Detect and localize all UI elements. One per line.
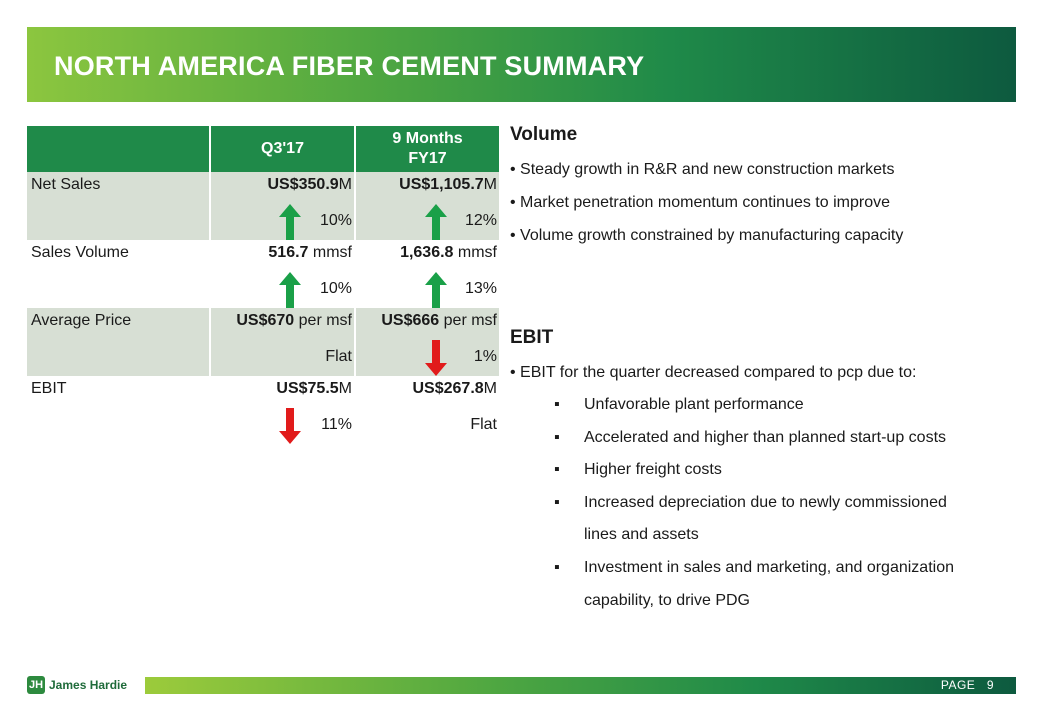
table-row: Sales Volume 516.7 mmsf 10% 1,636.8 mmsf… [27,240,499,308]
9m-cell: US$267.8M Flat [355,376,499,444]
9m-cell: US$666 per msf 1% [355,308,499,376]
ebit-heading: EBIT [510,327,554,348]
9m-change: 12% [464,212,497,229]
square-bullet-icon: ▪ [554,494,560,511]
q3-value: US$75.5M [276,380,352,397]
ebit-sub-item: Unfavorable plant performance [584,396,804,413]
9m-cell: 1,636.8 mmsf 13% [355,240,499,308]
ebit-sub-item: capability, to drive PDG [584,592,750,609]
table-header-row: Q3'17 9 Months FY17 [27,126,499,172]
header-9months: 9 Months FY17 [355,126,499,172]
footer-bar: PAGE 9 [145,677,1016,694]
row-label: Average Price [27,308,211,376]
down-arrow-icon [279,408,301,444]
row-label: Sales Volume [27,240,211,308]
page-label: PAGE [940,678,976,692]
james-hardie-logo: JH James Hardie [27,676,127,694]
q3-cell: US$75.5M 11% [210,376,356,444]
square-bullet-icon: ▪ [554,396,560,413]
q3-cell: 516.7 mmsf 10% [210,240,356,308]
9m-value: 1,636.8 mmsf [400,244,497,261]
page-title: NORTH AMERICA FIBER CEMENT SUMMARY [54,51,645,81]
q3-change: 10% [319,212,352,229]
square-bullet-icon: ▪ [554,559,560,576]
up-arrow-icon [279,272,301,308]
9m-change: 13% [464,280,497,297]
q3-change: Flat [325,348,352,365]
9m-cell: US$1,105.7M 12% [355,172,499,240]
page-indicator: PAGE 9 [941,678,994,692]
q3-value: US$350.9M [267,176,353,193]
page-number: 9 [986,678,994,692]
up-arrow-icon [425,272,447,308]
down-arrow-icon [425,340,447,376]
square-bullet-icon: ▪ [554,461,560,478]
volume-bullet: • Steady growth in R&R and new construct… [510,161,895,178]
header-empty [27,126,211,172]
9m-change: Flat [470,416,497,433]
ebit-sub-item: Higher freight costs [584,461,722,478]
header-9months-line1: 9 Months [392,130,463,147]
summary-table: Q3'17 9 Months FY17 Net Sales US$350.9M … [27,126,499,444]
header-9months-line2: FY17 [408,150,447,167]
row-label: Net Sales [27,172,211,240]
logo-mark-icon: JH [27,676,45,694]
volume-heading: Volume [510,124,578,145]
9m-value: US$666 per msf [381,312,497,329]
q3-value: 516.7 mmsf [268,244,352,261]
table-row: Net Sales US$350.9M 10% US$1,105.7M 12% [27,172,499,240]
square-bullet-icon: ▪ [554,429,560,446]
table-row: EBIT US$75.5M 11% US$267.8M Flat [27,376,499,444]
volume-bullet: • Volume growth constrained by manufactu… [510,227,904,244]
up-arrow-icon [425,204,447,240]
q3-cell: US$670 per msf Flat [210,308,356,376]
volume-bullet: • Market penetration momentum continues … [510,194,890,211]
ebit-bullet: • EBIT for the quarter decreased compare… [510,364,917,381]
row-label: EBIT [27,376,211,444]
logo-text: James Hardie [49,678,128,692]
up-arrow-icon [279,204,301,240]
9m-value: US$267.8M [412,380,498,397]
q3-change: 10% [319,280,352,297]
q3-value: US$670 per msf [236,312,352,329]
9m-change: 1% [473,348,497,365]
ebit-sub-item: Increased depreciation due to newly comm… [584,494,947,511]
header-q3: Q3'17 [210,126,356,172]
ebit-sub-item: lines and assets [584,526,699,543]
ebit-sub-item: Accelerated and higher than planned star… [584,429,947,446]
table-row: Average Price US$670 per msf Flat US$666… [27,308,499,376]
q3-cell: US$350.9M 10% [210,172,356,240]
title-banner: NORTH AMERICA FIBER CEMENT SUMMARY [27,27,1016,102]
ebit-sub-item: Investment in sales and marketing, and o… [584,559,954,576]
q3-change: 11% [321,416,352,433]
9m-value: US$1,105.7M [399,176,497,193]
